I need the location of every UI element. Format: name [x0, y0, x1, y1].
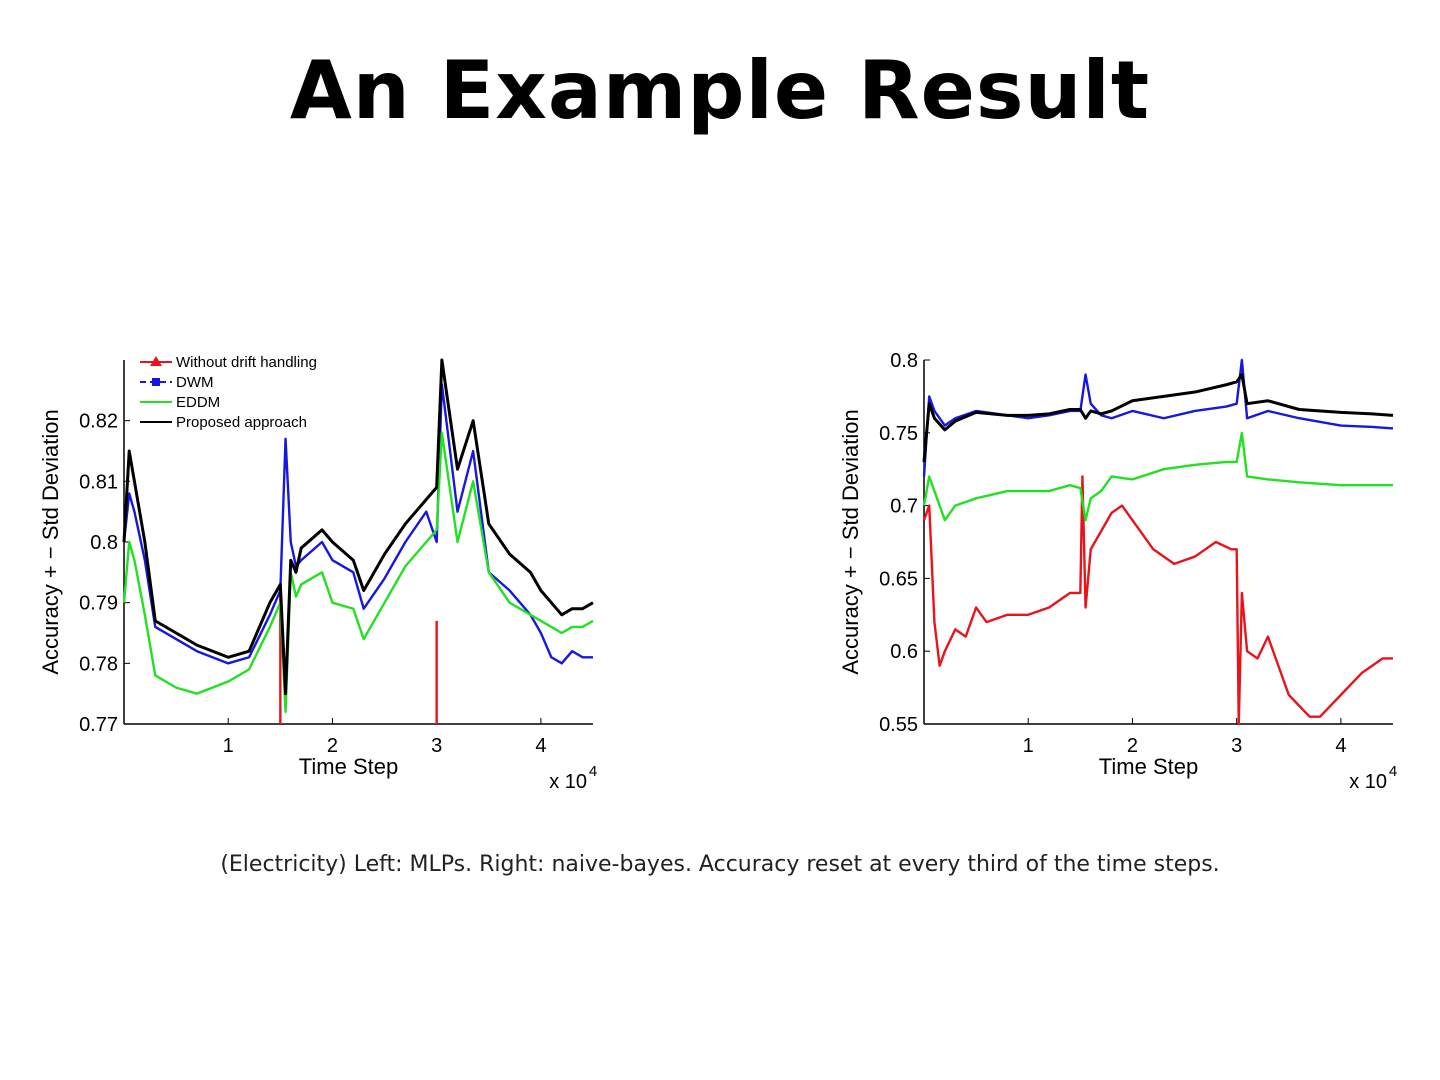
chart-mlp: 0.77 0.78 0.79 0.8 0.81 0.82 1 2 3 4 Time Step Accu… — [38, 354, 597, 793]
y-tick-label: 0.79 — [79, 593, 118, 615]
x-axis-label: Time Step — [1099, 754, 1198, 779]
series-line-eddm — [922, 431, 1393, 522]
legend-marker-without_drift — [150, 356, 162, 366]
series-line-eddm — [122, 431, 594, 714]
x-multiplier-exponent: 4 — [1389, 763, 1397, 780]
legend-label-proposed: Proposed approach — [176, 414, 307, 431]
legend-marker-dwm — [152, 378, 160, 386]
x-tick-label: 2 — [327, 735, 338, 757]
y-tick-label: 0.55 — [879, 714, 918, 736]
x-multiplier-exponent: 4 — [589, 763, 597, 780]
y-axis-label: Accuracy + − Std Deviation — [38, 409, 63, 674]
x-multiplier-label: x 10 — [1349, 771, 1387, 793]
chart-naive-bayes: 0.55 0.6 0.65 0.7 0.75 0.8 1 2 3 4 Time Step Accura… — [838, 350, 1397, 793]
y-tick-label: 0.75 — [879, 423, 918, 445]
series-line-proposed — [922, 373, 1394, 463]
y-tick-label: 0.6 — [890, 641, 918, 663]
y-tick-label: 0.8 — [890, 350, 918, 372]
legend: Without drift handling DWM EDDM Proposed ap… — [140, 354, 317, 431]
y-axis-label: Accuracy + − Std Deviation — [838, 409, 863, 674]
x-tick-label: 2 — [1127, 735, 1138, 757]
y-tick-label: 0.65 — [879, 568, 918, 590]
x-tick-label: 4 — [1335, 735, 1346, 757]
y-tick-label: 0.77 — [79, 714, 118, 736]
legend-label-eddm: EDDM — [176, 394, 220, 411]
series-line-without_drift — [922, 475, 1393, 726]
y-tick-label: 0.82 — [79, 411, 118, 433]
x-multiplier-label: x 10 — [549, 771, 587, 793]
y-tick-label: 0.78 — [79, 653, 118, 675]
figure-caption: (Electricity) Left: MLPs. Right: naive-b… — [220, 852, 1220, 877]
series-line-proposed — [122, 358, 594, 696]
legend-label-dwm: DWM — [176, 374, 214, 391]
series-group — [122, 358, 594, 724]
x-tick-label: 1 — [1023, 735, 1034, 757]
series-group — [922, 358, 1394, 726]
slide-title: An Example Result — [289, 44, 1151, 137]
x-tick-label: 3 — [431, 735, 442, 757]
y-tick-label: 0.81 — [79, 471, 118, 493]
series-line-dwm — [922, 358, 1394, 477]
legend-label-without_drift: Without drift handling — [176, 354, 317, 371]
x-tick-label: 4 — [535, 735, 546, 757]
x-axis-label: Time Step — [299, 754, 398, 779]
series-line-without_drift — [279, 590, 438, 724]
x-tick-label: 1 — [223, 735, 234, 757]
y-tick-label: 0.8 — [90, 532, 118, 554]
y-tick-label: 0.7 — [890, 496, 918, 518]
x-tick-label: 3 — [1231, 735, 1242, 757]
series-line-dwm — [122, 383, 593, 665]
